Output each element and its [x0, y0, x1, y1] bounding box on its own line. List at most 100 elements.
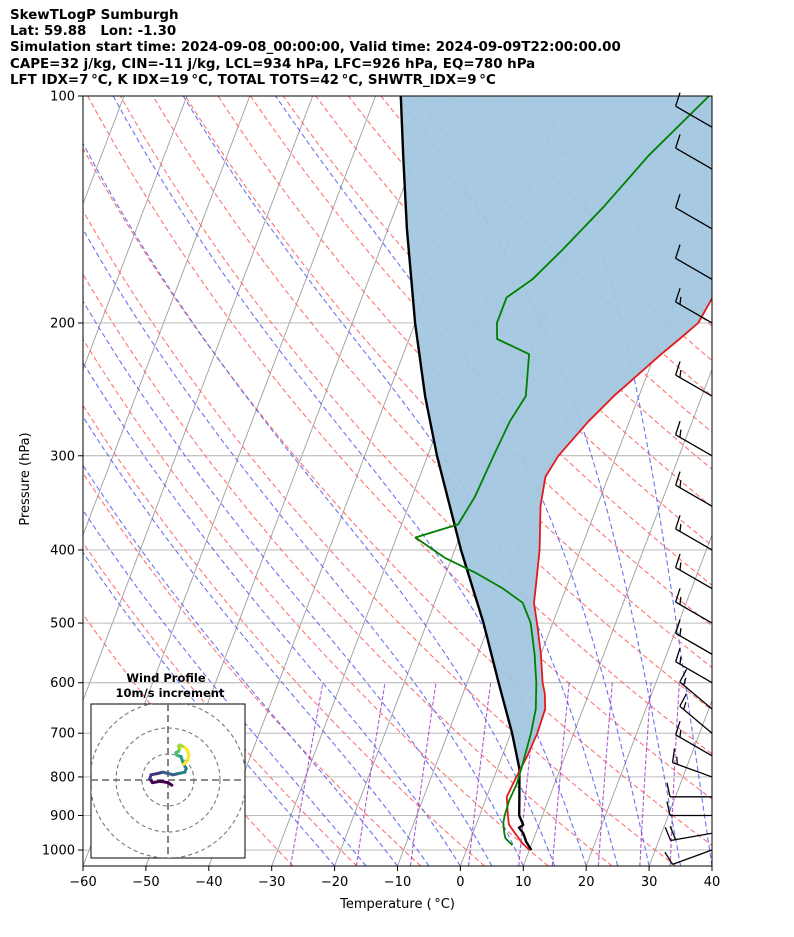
inset-plot-area [91, 704, 245, 858]
wind-barb-13 [675, 471, 713, 507]
y-tick-label-5: 600 [50, 676, 75, 691]
mixing-ratio-line-5 [551, 682, 570, 866]
isotherm-line-7 [83, 96, 188, 371]
moist-adiabat-3 [83, 415, 430, 866]
y-tick-label-6: 700 [50, 727, 75, 742]
wind-barb-feather-8-0 [675, 647, 681, 662]
y-axis-label: Pressure (hPa) [18, 432, 33, 525]
dry-adiabat-4 [83, 338, 549, 866]
x-tick-label-8: 20 [578, 875, 595, 890]
wind-barb-17 [675, 244, 713, 280]
header-line-4: LFT IDX=7 °C, K IDX=19 °C, TOTAL TOTS=42… [10, 72, 496, 88]
wind-barb-20 [675, 92, 713, 128]
wind-barb-feather-1-1 [669, 826, 677, 840]
x-tick-label-0: −60 [69, 875, 96, 890]
mixing-ratio-line-1 [355, 682, 386, 866]
wind-barb-7 [679, 669, 713, 710]
wind-barb-shaft-8 [675, 661, 713, 684]
wind-barb-feather-7-1 [683, 677, 687, 686]
y-tick-label-4: 500 [50, 617, 75, 632]
mixing-ratio-line-7 [639, 682, 652, 866]
wind-barb-0 [664, 849, 713, 865]
isotherm-line-20 [711, 864, 712, 866]
x-tick-label-2: −40 [195, 875, 222, 890]
wind-barb-shaft-1 [670, 832, 713, 842]
wind-barb-feather-6-0 [679, 693, 688, 707]
mixing-ratio-line-0 [290, 682, 324, 866]
wind-barb-feather-9-1 [679, 628, 682, 636]
moist-adiabat-5 [83, 300, 493, 866]
wind-barb-shaft-10 [675, 601, 713, 624]
wind-barb-shaft-15 [675, 374, 713, 397]
wind-barb-feather-4-0 [671, 748, 676, 763]
parcel-profile-line [399, 96, 533, 851]
wind-barb-shaft-14 [675, 434, 713, 457]
wind-barb-shaft-9 [675, 632, 713, 655]
wind-barb-feather-3-0 [666, 782, 671, 797]
x-tick-label-4: −20 [321, 875, 348, 890]
moist-adiabat-4 [83, 361, 461, 866]
cape-shading [400, 96, 712, 850]
moist-adiabat-0 [83, 551, 336, 866]
y-tick-label-7: 800 [50, 770, 75, 785]
dry-adiabat-2 [83, 472, 422, 866]
wind-barb-1 [664, 826, 713, 842]
wind-barb-feather-2-0 [666, 801, 671, 816]
wind-barb-shaft-18 [675, 207, 713, 230]
wind-barb-10 [675, 588, 713, 624]
axes: −60 −50 −40 −30 −20 −10 0 10 20 30 40 100 200 300 400 5… [18, 90, 720, 913]
temperature-profile-line [505, 296, 712, 851]
wind-barb-18 [675, 193, 713, 230]
x-axis-label: Temperature ( °C) [339, 897, 455, 912]
wind-barb-8 [675, 647, 713, 684]
y-tick-label-9: 1000 [42, 844, 75, 859]
x-tick-label-5: −10 [384, 875, 411, 890]
wind-barb-feather-12-0 [675, 515, 681, 530]
dry-adiabat-17 [380, 96, 712, 433]
wind-barb-feather-11-0 [675, 553, 681, 568]
wind-barb-11 [675, 553, 713, 590]
wind-barb-shaft-4 [672, 761, 713, 778]
header-line-1: Lat: 59.88 Lon: -1.30 [10, 24, 177, 40]
moist-adiabat-7 [83, 142, 556, 866]
wind-barb-feather-11-1 [679, 562, 682, 571]
wind-barb-feather-19-0 [675, 134, 681, 149]
wind-barb-feather-10-0 [675, 588, 681, 603]
inset-title: Wind Profile [126, 671, 206, 685]
x-tick-label-6: 0 [456, 875, 464, 890]
wind-barb-2 [666, 801, 712, 817]
y-tick-label-8: 900 [50, 809, 75, 824]
wind-barb-shaft-5 [675, 734, 713, 757]
dewpoint-profile-line [414, 96, 710, 846]
wind-barb-shaft-17 [675, 257, 713, 280]
moist-adiabat-2 [83, 464, 398, 866]
wind-barb-feather-18-0 [675, 193, 681, 208]
x-tick-label-10: 40 [704, 875, 721, 890]
moist-adiabat-10 [275, 96, 650, 866]
wind-barb-4 [671, 748, 713, 778]
wind-barb-feather-17-0 [675, 244, 681, 259]
wind-barb-shaft-6 [679, 705, 713, 734]
wind-barb-9 [675, 619, 713, 655]
wind-barb-12 [675, 515, 713, 551]
x-tick-label-9: 30 [641, 875, 658, 890]
wind-barb-feather-16-1 [679, 296, 682, 305]
wind-barb-feather-20-0 [675, 92, 681, 107]
y-tick-label-3: 400 [50, 543, 75, 558]
wind-barb-feather-13-0 [675, 471, 681, 486]
hodograph-segment-25 [182, 759, 189, 766]
wind-barb-feather-6-1 [683, 701, 687, 710]
wind-barbs [664, 92, 713, 865]
y-tick-label-0: 100 [50, 90, 75, 105]
isotherm-line-17 [522, 368, 712, 866]
isotherm-line-8 [83, 96, 251, 537]
wind-barb-3 [666, 782, 712, 798]
wind-barb-16 [675, 288, 713, 324]
wind-barb-shaft-16 [675, 301, 713, 324]
inset-subtitle: 10m/s increment [116, 686, 225, 700]
dry-adiabat-5 [83, 273, 613, 866]
wind-barb-15 [675, 361, 713, 397]
moist-adiabat-6 [83, 228, 524, 866]
